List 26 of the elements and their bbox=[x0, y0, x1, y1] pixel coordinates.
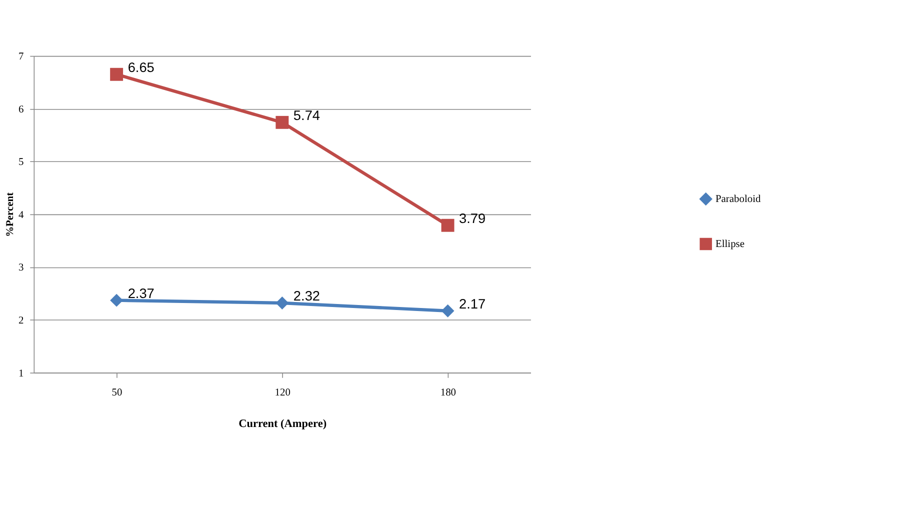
x-axis-title: Current (Ampere) bbox=[238, 418, 327, 430]
y-tick-label: 6 bbox=[18, 104, 24, 116]
point bbox=[110, 68, 124, 81]
point bbox=[276, 116, 289, 129]
legend-label: Ellipse bbox=[715, 239, 745, 250]
y-tick-label: 4 bbox=[18, 210, 24, 221]
x-tick-label: 50 bbox=[112, 388, 122, 399]
y-tick-label: 1 bbox=[18, 368, 24, 380]
data-label: 5.74 bbox=[293, 108, 320, 124]
data-label: 2.37 bbox=[128, 286, 154, 301]
point bbox=[441, 218, 454, 232]
point bbox=[110, 294, 124, 307]
y-tick-label: 3 bbox=[18, 262, 24, 274]
data-label: 3.79 bbox=[459, 210, 486, 226]
x-tick-label: 120 bbox=[274, 388, 290, 399]
y-axis-title: %Percent bbox=[4, 192, 16, 237]
y-tick-label: 7 bbox=[18, 52, 24, 63]
data-label: 6.65 bbox=[128, 60, 155, 75]
legend-label: Paraboloid bbox=[715, 194, 762, 206]
y-tick-label: 5 bbox=[18, 157, 24, 168]
y-tick-label: 2 bbox=[18, 315, 24, 326]
point bbox=[276, 296, 289, 310]
point bbox=[441, 304, 454, 318]
data-label: 2.32 bbox=[293, 288, 320, 304]
data-label: 2.17 bbox=[459, 296, 486, 312]
x-tick-label: 180 bbox=[440, 388, 456, 399]
